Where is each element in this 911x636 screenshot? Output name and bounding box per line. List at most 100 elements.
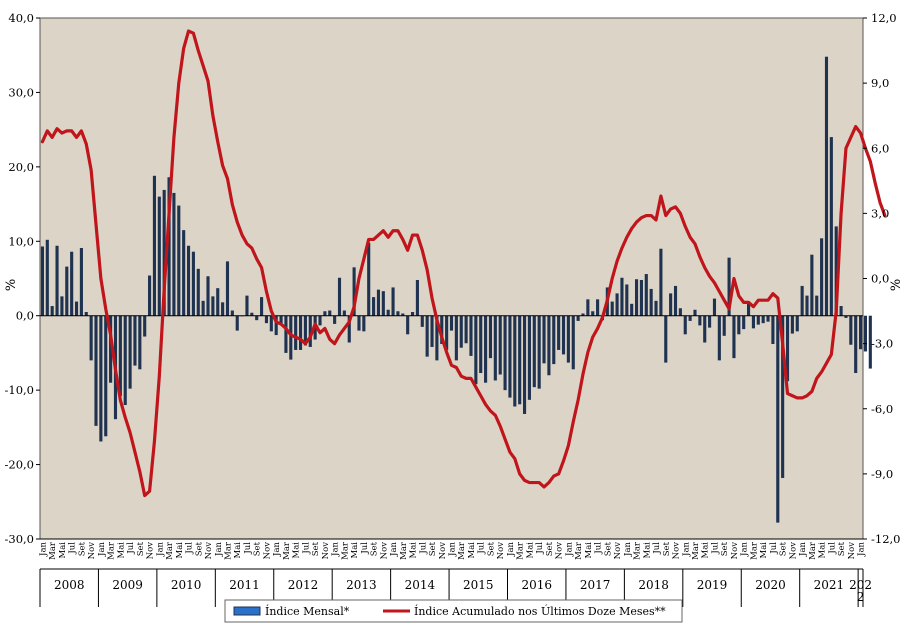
month-tick-label: Mar [340, 541, 350, 560]
bar [177, 205, 181, 316]
bar [347, 315, 351, 343]
year-label: 2020 [755, 578, 786, 592]
month-tick-label: Mai [584, 542, 594, 559]
month-tick-label: Mai [701, 542, 711, 559]
bar [693, 309, 697, 316]
bar [376, 289, 381, 316]
bar [279, 315, 283, 324]
month-tick-label: Nov [262, 542, 272, 560]
month-tick-label: Set [662, 541, 672, 556]
line-series [40, 29, 887, 498]
bar [498, 315, 502, 375]
bar [532, 315, 536, 388]
month-tick-label: Jul [710, 542, 720, 555]
month-tick-label: Mar [749, 541, 759, 560]
left-axis-label: % [4, 279, 19, 291]
month-tick-label: Mai [525, 542, 535, 559]
month-tick-label: Set [545, 541, 555, 556]
bar [391, 287, 395, 316]
right-tick-label: 9,0 [871, 76, 889, 90]
right-tick-label: 3,0 [871, 206, 889, 220]
right-axis: -12,0 -9,0 -6,0 -3,0 0,0 3,0 6,0 9,0 12,0 [863, 11, 901, 546]
bar [513, 315, 517, 407]
month-tick-label: Jan [564, 541, 574, 556]
bar [245, 295, 249, 316]
bar [829, 137, 833, 316]
year-label: 2 [857, 590, 865, 604]
month-tick-label: Mar [516, 541, 526, 560]
month-tick-label: Nov [438, 542, 448, 560]
bar [659, 248, 663, 316]
left-tick-label: -20,0 [5, 458, 35, 472]
bar [649, 288, 653, 316]
left-axis: -30,0 -20,0 -10,0 0,0 10,0 20,0 30,0 40,0 [5, 11, 40, 546]
bar [488, 315, 493, 359]
legend-bar-label: Índice Mensal* [265, 604, 350, 618]
right-tick-label: 12,0 [871, 11, 897, 25]
month-tick-label: Mai [292, 542, 302, 559]
bar [683, 315, 687, 335]
month-tick-label: Jul [126, 542, 136, 555]
bar [250, 312, 254, 316]
bar [415, 279, 419, 316]
bar [805, 295, 809, 316]
month-tick-label: Nov [321, 542, 331, 560]
bar [65, 266, 69, 316]
bar [737, 315, 741, 335]
month-tick-label: Jan [798, 541, 808, 556]
bar [104, 315, 108, 437]
month-tick-label: Mar [633, 541, 643, 560]
month-tick-label: Jan [97, 541, 107, 556]
bar [123, 315, 127, 406]
bar [561, 315, 566, 355]
bar [352, 267, 356, 316]
month-tick-label: Jul [418, 542, 428, 555]
month-tick-label: Set [136, 541, 146, 556]
year-label: 2018 [638, 578, 669, 592]
month-tick-label: Set [837, 541, 847, 556]
month-tick-label: Jul [243, 542, 253, 555]
month-tick-label: Nov [613, 542, 623, 560]
bar [708, 315, 712, 328]
bar [157, 196, 161, 316]
bar [654, 300, 658, 316]
bar [264, 315, 269, 324]
month-tick-label: Set [253, 541, 263, 556]
year-label: 202 [849, 578, 872, 592]
bar [678, 308, 682, 316]
month-tick-label: Jul [594, 542, 604, 555]
left-tick-label: -10,0 [5, 383, 35, 397]
bar [148, 275, 152, 316]
bar [781, 315, 785, 478]
month-tick-label: Jul [652, 542, 662, 555]
bar [634, 279, 639, 316]
bar [50, 306, 54, 316]
bar [420, 315, 424, 327]
bar [445, 315, 449, 350]
month-tick-label: Set [194, 541, 204, 556]
legend-line-label: Índice Acumulado nos Últimos Doze Meses*… [414, 604, 666, 618]
bar [747, 303, 751, 316]
bar [522, 315, 527, 414]
month-tick-label: Jan [155, 541, 165, 556]
bar [60, 296, 64, 316]
bar [318, 315, 322, 326]
bar [727, 257, 731, 316]
month-tick-label: Set [779, 541, 789, 556]
bar [201, 300, 205, 316]
bar [703, 315, 707, 343]
bar [742, 315, 746, 330]
bar [688, 315, 692, 321]
bar [756, 315, 760, 325]
bar [474, 315, 478, 385]
month-tick-label: Set [77, 541, 87, 556]
month-tick-label: Set [311, 541, 321, 556]
month-tick-label: Set [486, 541, 496, 556]
bar [547, 315, 551, 376]
bar [191, 251, 195, 316]
month-tick-label: Jul [185, 542, 195, 555]
bar [863, 315, 867, 352]
year-label: 2010 [171, 578, 202, 592]
